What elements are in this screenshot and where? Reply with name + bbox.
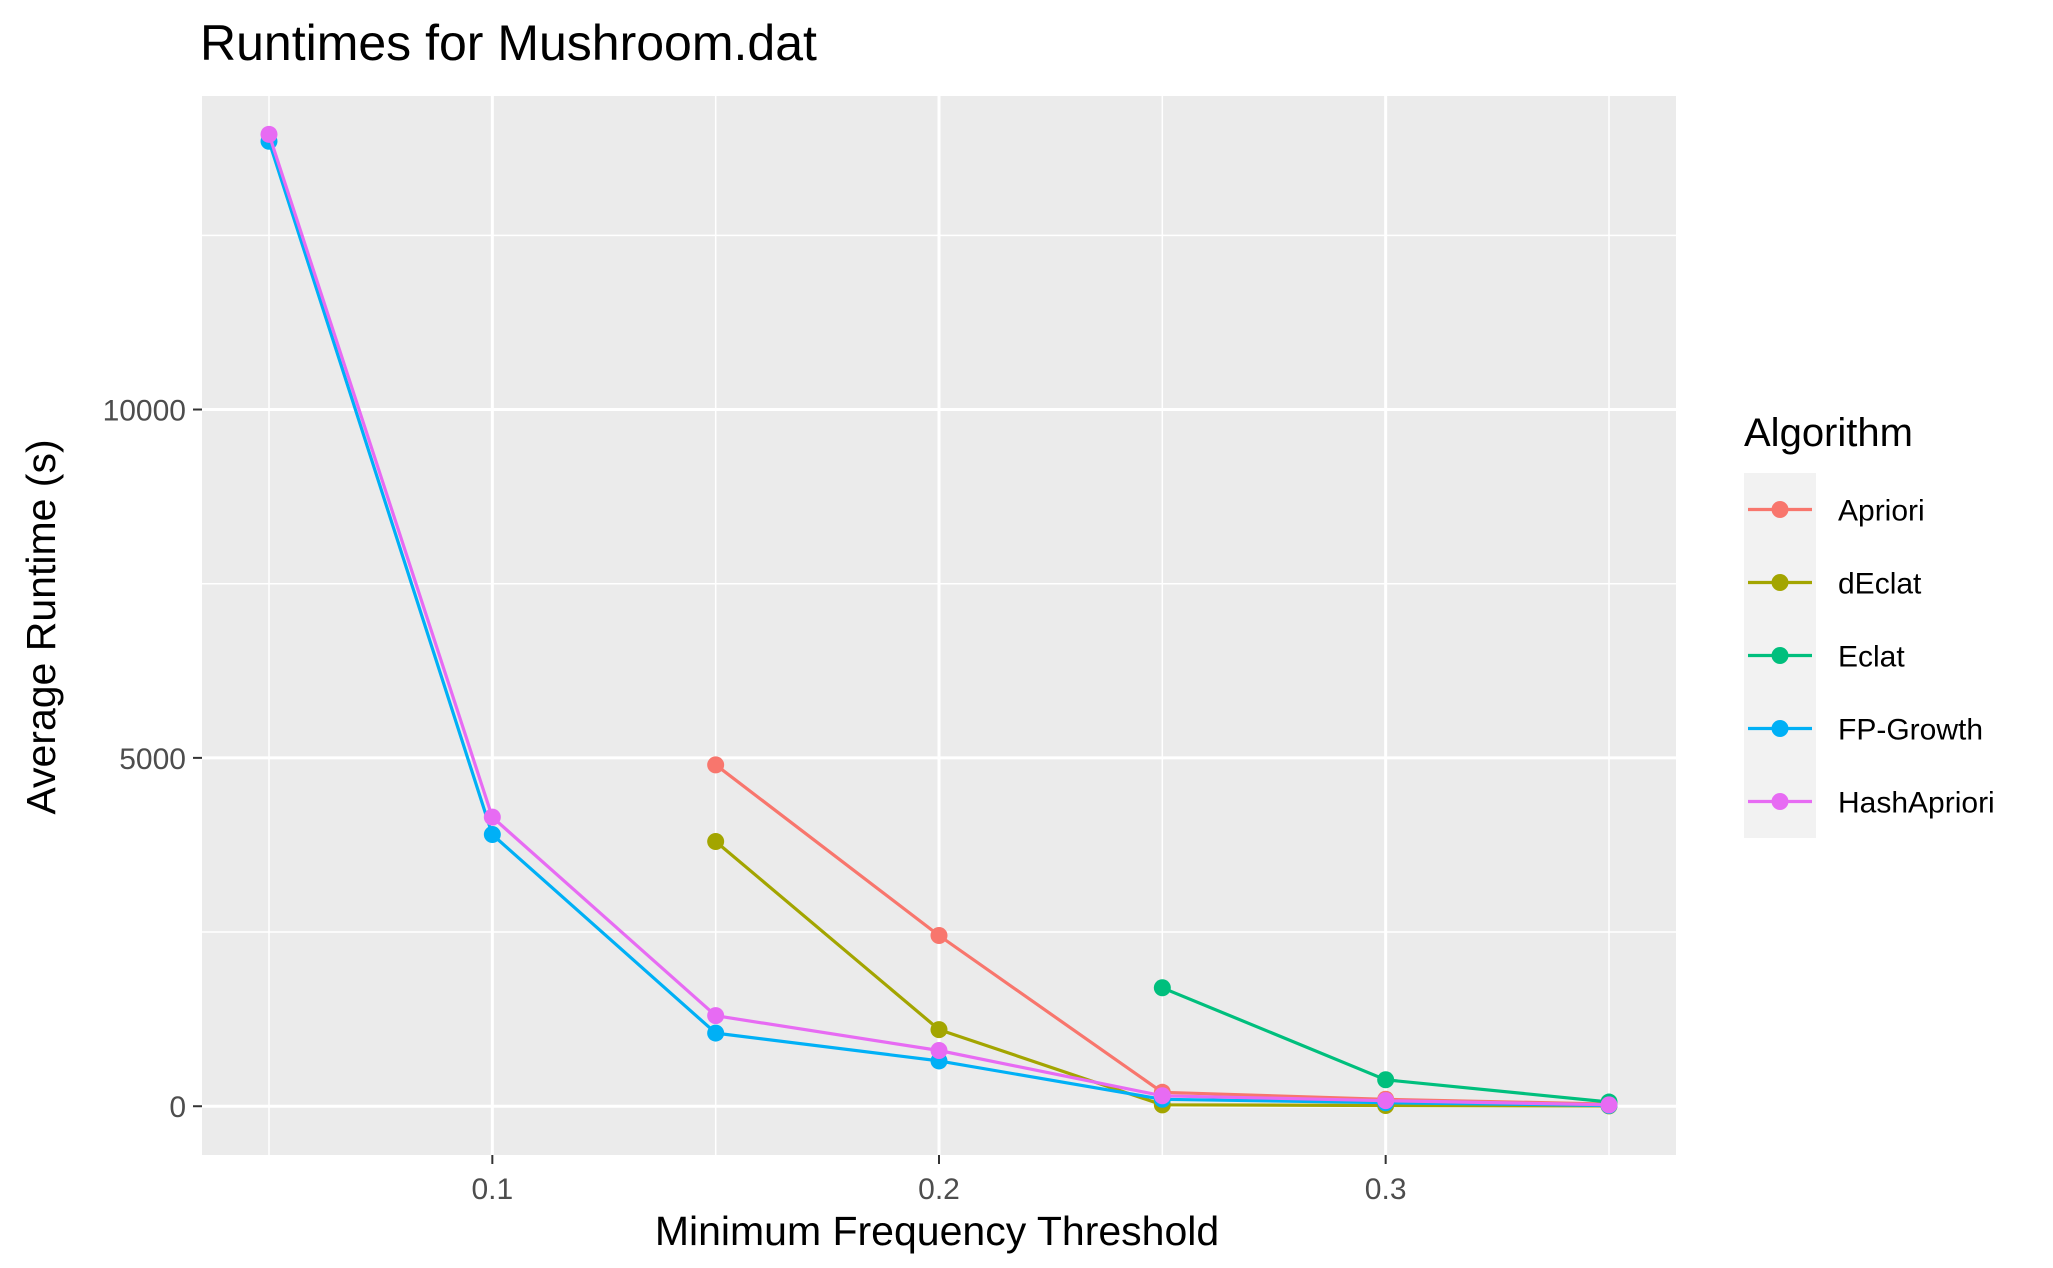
- data-point-apriori: [707, 756, 725, 774]
- axes: 0.1 0.2 0.3 0 5000 10000: [103, 395, 1407, 1206]
- y-tick-label: 5000: [119, 743, 186, 776]
- y-tick-label: 10000: [103, 395, 186, 428]
- legend-label: Eclat: [1838, 641, 1905, 674]
- legend-label: Apriori: [1838, 495, 1925, 528]
- data-point-hashapriori: [1377, 1092, 1395, 1110]
- plot-panel: [202, 96, 1676, 1155]
- series-eclat: [1153, 979, 1618, 1111]
- y-tick-label: 0: [169, 1091, 186, 1124]
- x-tick-label: 0.1: [471, 1173, 513, 1206]
- data-point-eclat: [1377, 1071, 1395, 1089]
- data-point-declat: [930, 1021, 948, 1039]
- chart-title: Runtimes for Mushroom.dat: [200, 15, 817, 71]
- y-axis-title: Average Runtime (s): [18, 439, 64, 814]
- data-point-eclat: [1153, 979, 1171, 997]
- x-tick-label: 0.3: [1365, 1173, 1407, 1206]
- legend-key-point: [1771, 720, 1789, 737]
- legend-item-eclat: Eclat: [1744, 619, 1905, 692]
- x-axis-title: Minimum Frequency Threshold: [655, 1208, 1219, 1254]
- data-point-hashapriori: [483, 808, 501, 826]
- legend-item-apriori: Apriori: [1744, 473, 1925, 546]
- data-point-hashapriori: [260, 125, 278, 143]
- legend-label: dEclat: [1838, 568, 1922, 601]
- data-point-fp-growth: [483, 826, 501, 844]
- legend-item-declat: dEclat: [1744, 546, 1922, 619]
- legend-key-point: [1771, 647, 1789, 664]
- data-point-apriori: [930, 927, 948, 945]
- legend-key-point: [1771, 501, 1789, 518]
- data-point-hashapriori: [1600, 1096, 1618, 1114]
- legend-label: HashApriori: [1838, 787, 1995, 820]
- x-tick-label: 0.2: [918, 1173, 960, 1206]
- data-point-hashapriori: [930, 1041, 948, 1059]
- legend-title: Algorithm: [1744, 411, 1913, 455]
- legend-key-point: [1771, 574, 1789, 591]
- legend-item-hashapriori: HashApriori: [1744, 765, 1995, 838]
- data-point-declat: [707, 832, 725, 850]
- series-hashapriori: [260, 125, 1618, 1114]
- legend-item-fp-growth: FP-Growth: [1744, 692, 1983, 765]
- data-point-fp-growth: [707, 1024, 725, 1042]
- legend-key-point: [1771, 793, 1789, 810]
- legend-label: FP-Growth: [1838, 714, 1983, 747]
- legend: Algorithm Apriori dEclat Eclat FP-Growth Has…: [1744, 411, 1995, 838]
- data-point-hashapriori: [707, 1007, 725, 1025]
- series-layer: [260, 125, 1618, 1115]
- data-point-hashapriori: [1153, 1087, 1171, 1105]
